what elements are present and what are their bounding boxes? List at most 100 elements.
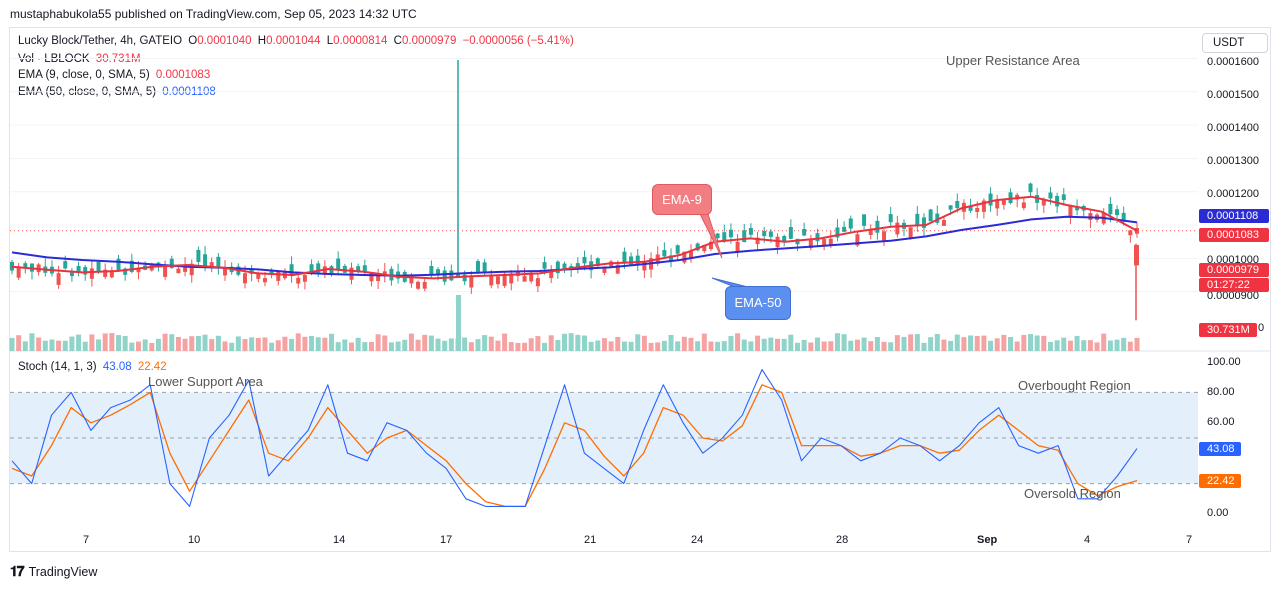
candle-body — [815, 233, 820, 242]
candle-body — [289, 264, 294, 277]
volume-bar — [788, 334, 794, 351]
ema50-line — [11, 215, 1138, 277]
volume-bar — [841, 334, 847, 351]
candle-body — [615, 264, 620, 274]
stoch-band — [10, 391, 1198, 485]
candle-body — [562, 263, 567, 271]
stoch-d-line — [11, 384, 1138, 508]
candle-body — [762, 231, 767, 237]
volume-bar — [102, 333, 108, 351]
candle-body — [1135, 228, 1139, 234]
volume-bar — [335, 342, 341, 351]
volume-bar — [36, 337, 42, 351]
volume-bar — [708, 341, 714, 351]
volume-bar — [542, 342, 548, 351]
candle-body — [802, 228, 807, 236]
candle-body — [1048, 192, 1053, 199]
candle-body — [109, 270, 114, 278]
volume-bar — [1014, 341, 1020, 351]
volume-bar — [1054, 340, 1060, 351]
volume-bar — [1041, 335, 1047, 351]
candle-body — [56, 273, 61, 285]
candle-body — [302, 274, 307, 282]
currency-selector[interactable]: USDT — [1202, 33, 1268, 53]
volume-bar — [868, 341, 874, 351]
spike-volume-bar — [456, 295, 461, 351]
high-value: 0.0001044 — [266, 35, 321, 47]
candle-body — [209, 262, 214, 267]
volume-bar — [581, 335, 587, 351]
volume-bar — [122, 336, 128, 351]
ema9-series — [11, 195, 1138, 280]
candle-body — [509, 273, 514, 284]
candle-body — [83, 266, 88, 275]
volume-bar — [555, 340, 561, 351]
volume-bar — [255, 337, 261, 351]
volume-bar — [69, 336, 75, 351]
volume-bar — [289, 338, 295, 351]
candle-body — [715, 233, 720, 239]
tradingview-logo[interactable]: 𝟏𝟕 TradingView — [10, 563, 97, 580]
volume-bar — [1034, 335, 1040, 351]
volume-bar — [715, 341, 721, 351]
x-axis-label: 14 — [333, 534, 346, 546]
volume-bars — [9, 295, 1140, 351]
volume-bar — [748, 341, 754, 351]
ema9-label: EMA (9, close, 0, SMA, 5) — [18, 69, 150, 81]
candle-body — [688, 251, 693, 259]
candle-body — [116, 258, 121, 271]
candle-body — [63, 261, 68, 269]
candle-body — [76, 265, 81, 273]
volume-bar — [1087, 340, 1093, 351]
volume-bar — [1121, 337, 1127, 351]
volume-bar — [655, 342, 661, 351]
volume-bar — [368, 342, 374, 351]
symbol-title[interactable]: Lucky Block/Tether, 4h, GATEIO — [18, 35, 183, 47]
candle-body — [203, 254, 208, 266]
volume-bar — [528, 338, 534, 351]
volume-bar — [1134, 337, 1140, 351]
candle-body — [935, 213, 940, 223]
volume-bar — [348, 342, 354, 351]
candle-body — [595, 258, 600, 267]
volume-bar — [282, 336, 288, 351]
candle-body — [96, 261, 101, 272]
legend-stoch[interactable]: Stoch (14, 1, 3) 43.08 22.42 — [18, 361, 170, 373]
volume-bar — [721, 341, 727, 351]
candle-body — [1128, 230, 1133, 236]
countdown-tag: 01:27:22 — [1199, 278, 1269, 292]
legend-ema9[interactable]: EMA (9, close, 0, SMA, 5) 0.0001083 — [18, 69, 213, 81]
volume-bar — [42, 340, 48, 351]
volume-bar — [728, 336, 734, 351]
stoch-k-value: 43.08 — [102, 361, 132, 373]
legend-volume[interactable]: Vol · LBLOCK 30.731M — [18, 53, 144, 65]
volume-bar — [109, 333, 115, 351]
candle-body — [1061, 194, 1066, 201]
candle-body — [708, 241, 713, 250]
candle-body — [995, 199, 1000, 209]
volume-bar — [575, 334, 581, 351]
candle-body — [742, 230, 747, 243]
volume-bar — [1021, 334, 1027, 351]
stoch-d-value: 22.42 — [137, 361, 167, 373]
volume-bar — [894, 335, 900, 351]
candle-body — [635, 255, 640, 266]
open-value: 0.0001040 — [197, 35, 252, 47]
volume-bar — [1127, 341, 1133, 351]
candle-body — [975, 207, 980, 213]
candle-body — [482, 262, 487, 273]
candle-body — [695, 243, 700, 251]
candle-body — [968, 206, 973, 211]
candle-body — [176, 268, 181, 274]
volume-bar — [1074, 335, 1080, 351]
volume-bar — [548, 335, 554, 351]
candle-body — [948, 205, 953, 210]
brand-name: TradingView — [28, 564, 98, 579]
candle-body — [782, 236, 787, 243]
x-axis-label: 28 — [836, 534, 849, 546]
volume-bar — [901, 336, 907, 351]
candle-body — [955, 200, 960, 209]
x-axis-label: 21 — [584, 534, 597, 546]
volume-bar — [1081, 340, 1087, 351]
